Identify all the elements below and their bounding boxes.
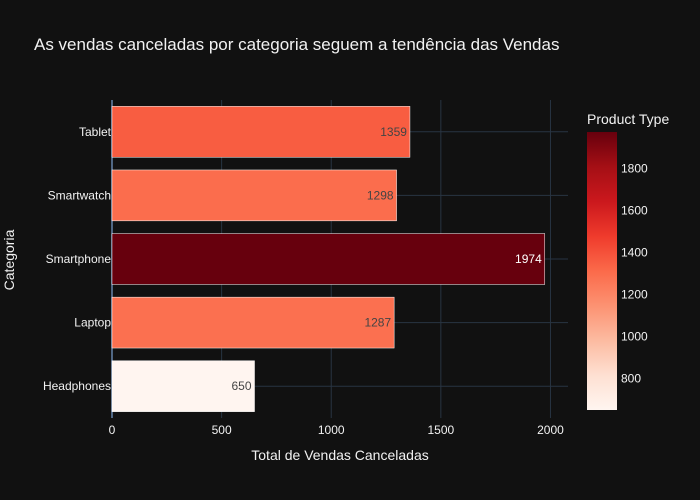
x-tick-labels: 0 500 1000 1500 2000 [109, 423, 564, 437]
y-tick-labels: Headphones Laptop Smartphone Smartwatch Tabl… [43, 125, 112, 393]
y-axis-title: Categoria [1, 229, 17, 290]
x-tick-label: 1500 [427, 423, 454, 437]
x-axis-title: Total de Vendas Canceladas [251, 447, 428, 463]
x-tick-label: 1000 [318, 423, 345, 437]
colorbar-tick-label: 1600 [621, 204, 648, 218]
colorbar-tick-label: 1400 [621, 246, 648, 260]
colorbar [587, 132, 617, 410]
bar-tablet[interactable] [111, 106, 411, 158]
x-tick-label: 0 [109, 423, 116, 437]
bar-value-label: 1974 [515, 252, 542, 266]
bar-value-label: 650 [231, 379, 251, 393]
colorbar-tick-label: 1800 [621, 162, 648, 176]
bar-smartphone[interactable] [111, 233, 546, 285]
y-tick-label: Smartwatch [48, 188, 111, 202]
colorbar-tick-label: 800 [621, 372, 641, 386]
bar-value-label: 1298 [367, 188, 394, 202]
bar-value-label: 1287 [364, 316, 391, 330]
bar-laptop[interactable] [111, 296, 395, 349]
bar-smartwatch[interactable] [111, 169, 397, 222]
bar-value-label: 1359 [380, 125, 407, 139]
chart-title: As vendas canceladas por categoria segue… [34, 35, 559, 54]
colorbar-title: Product Type [587, 111, 669, 127]
y-tick-label: Laptop [74, 316, 111, 330]
bars: 650 1287 1974 1298 1359 [111, 106, 546, 412]
y-tick-label: Smartphone [46, 252, 112, 266]
colorbar-tick-label: 1000 [621, 330, 648, 344]
colorbar-ticks: 800 1000 1200 1400 1600 1800 [621, 162, 648, 386]
colorbar-tick-label: 1200 [621, 288, 648, 302]
x-tick-label: 2000 [537, 423, 564, 437]
y-tick-label: Tablet [79, 125, 112, 139]
x-tick-label: 500 [212, 423, 232, 437]
bar-headphones[interactable] [111, 360, 255, 412]
y-tick-label: Headphones [43, 379, 111, 393]
